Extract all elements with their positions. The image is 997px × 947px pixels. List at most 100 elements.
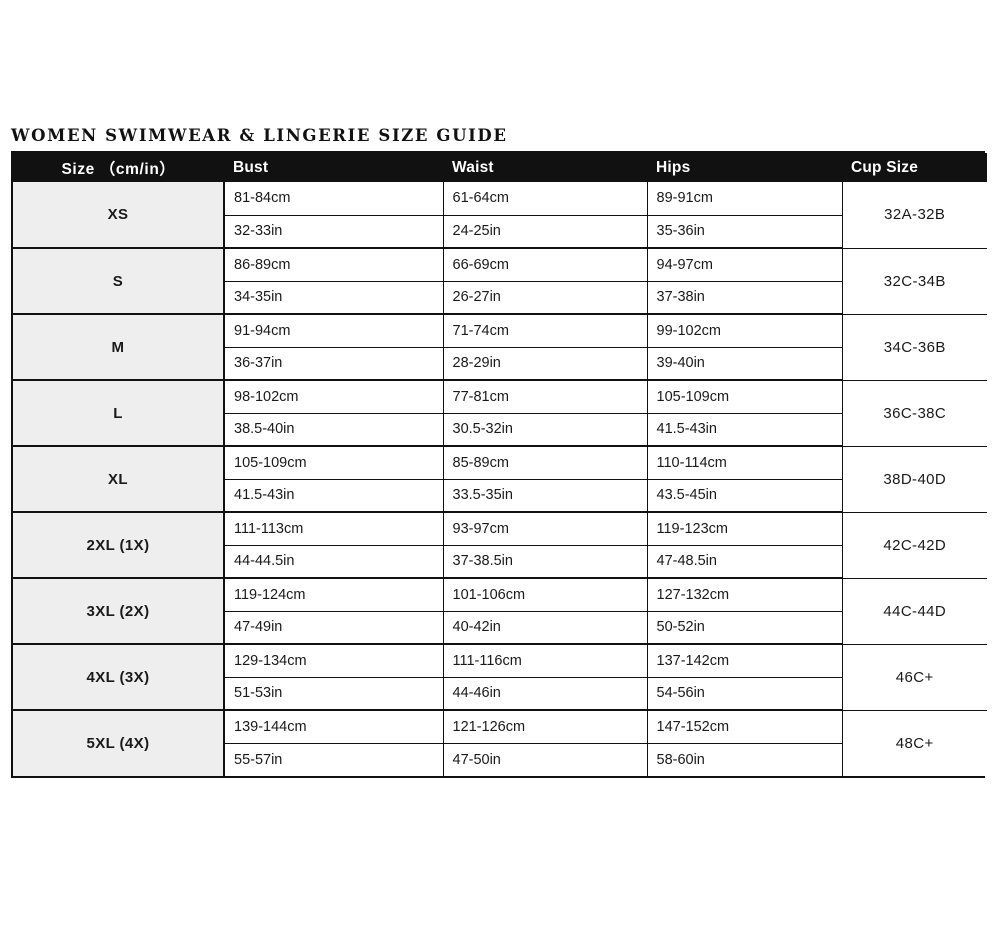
table-body: XS 81-84cm 61-64cm 89-91cm 32A-32B 32-33in 24-… [13, 182, 987, 776]
measure-cell-bust-cm: 111-113cm [223, 512, 444, 546]
column-header-waist: Waist [443, 153, 647, 182]
measure-cell-hips-cm: 99-102cm [646, 314, 843, 348]
size-label-cell: 2XL (1X) [13, 512, 225, 579]
cup-size-cell: 34C-36B [841, 314, 987, 381]
measure-cell-hips-in: 37-38in [646, 281, 843, 315]
measure-cell-hips-in: 41.5-43in [646, 413, 843, 447]
size-label-cell: 4XL (3X) [13, 644, 225, 711]
cup-size-cell: 42C-42D [841, 512, 987, 579]
table-row: 41.5-43in 33.5-35in 43.5-45in [13, 479, 987, 513]
measure-cell-bust-cm: 129-134cm [223, 644, 444, 678]
measure-cell-hips-cm: 105-109cm [646, 380, 843, 414]
measure-cell-bust-in: 47-49in [223, 611, 444, 645]
measure-cell-bust-in: 51-53in [223, 677, 444, 711]
measure-cell-hips-cm: 94-97cm [646, 248, 843, 282]
column-header-bust: Bust [224, 153, 443, 182]
measure-cell-waist-cm: 71-74cm [442, 314, 648, 348]
size-label-cell: S [13, 248, 225, 315]
table-row: 3XL (2X) 119-124cm 101-106cm 127-132cm 44C-4… [13, 578, 987, 645]
measure-cell-bust-cm: 86-89cm [223, 248, 444, 282]
table-row: L 98-102cm 77-81cm 105-109cm 36C-38C [13, 380, 987, 447]
cup-size-cell: 46C+ [841, 644, 987, 711]
measure-cell-bust-in: 44-44.5in [223, 545, 444, 579]
size-label-cell: L [13, 380, 225, 447]
measure-cell-bust-cm: 91-94cm [223, 314, 444, 348]
table-row: XS 81-84cm 61-64cm 89-91cm 32A-32B [13, 182, 987, 249]
measure-cell-waist-in: 44-46in [442, 677, 648, 711]
table-row: 32-33in 24-25in 35-36in [13, 215, 987, 249]
header-row: Size （cm/in） Bust Waist Hips Cup Size [13, 153, 987, 182]
measure-cell-waist-cm: 101-106cm [442, 578, 648, 612]
measure-cell-hips-cm: 89-91cm [646, 182, 843, 216]
measure-cell-bust-in: 38.5-40in [223, 413, 444, 447]
measure-cell-hips-in: 35-36in [646, 215, 843, 249]
measure-cell-hips-in: 58-60in [646, 743, 843, 776]
measure-cell-waist-in: 26-27in [442, 281, 648, 315]
page-title: WOMEN SWIMWEAR & LINGERIE SIZE GUIDE [11, 126, 508, 145]
measure-cell-hips-in: 47-48.5in [646, 545, 843, 579]
measure-cell-waist-cm: 66-69cm [442, 248, 648, 282]
table-row: 4XL (3X) 129-134cm 111-116cm 137-142cm 46C+ [13, 644, 987, 711]
measure-cell-bust-cm: 81-84cm [223, 182, 444, 216]
measure-cell-waist-in: 40-42in [442, 611, 648, 645]
size-label-cell: 3XL (2X) [13, 578, 225, 645]
size-label-cell: XS [13, 182, 225, 249]
table-row: 44-44.5in 37-38.5in 47-48.5in [13, 545, 987, 579]
measure-cell-waist-cm: 93-97cm [442, 512, 648, 546]
measure-cell-waist-in: 37-38.5in [442, 545, 648, 579]
table-row: 34-35in 26-27in 37-38in [13, 281, 987, 315]
cup-size-cell: 38D-40D [841, 446, 987, 513]
cup-size-cell: 48C+ [841, 710, 987, 776]
measure-cell-bust-in: 32-33in [223, 215, 444, 249]
size-guide-table: Size （cm/in） Bust Waist Hips Cup Size XS… [13, 153, 987, 776]
table-row: 51-53in 44-46in 54-56in [13, 677, 987, 711]
measure-cell-bust-in: 41.5-43in [223, 479, 444, 513]
measure-cell-bust-cm: 98-102cm [223, 380, 444, 414]
measure-cell-waist-cm: 61-64cm [442, 182, 648, 216]
measure-cell-bust-cm: 105-109cm [223, 446, 444, 480]
table-row: 38.5-40in 30.5-32in 41.5-43in [13, 413, 987, 447]
size-guide-table-container: Size （cm/in） Bust Waist Hips Cup Size XS… [11, 151, 987, 778]
measure-cell-bust-in: 36-37in [223, 347, 444, 381]
measure-cell-bust-in: 55-57in [223, 743, 444, 776]
measure-cell-waist-cm: 121-126cm [442, 710, 648, 744]
measure-cell-waist-cm: 111-116cm [442, 644, 648, 678]
column-header-size: Size （cm/in） [13, 153, 224, 182]
cup-size-cell: 32C-34B [841, 248, 987, 315]
table-row: S 86-89cm 66-69cm 94-97cm 32C-34B [13, 248, 987, 315]
size-label-cell: XL [13, 446, 225, 513]
measure-cell-bust-cm: 139-144cm [223, 710, 444, 744]
measure-cell-waist-in: 24-25in [442, 215, 648, 249]
measure-cell-hips-cm: 147-152cm [646, 710, 843, 744]
table-row: XL 105-109cm 85-89cm 110-114cm 38D-40D [13, 446, 987, 513]
measure-cell-waist-in: 30.5-32in [442, 413, 648, 447]
measure-cell-hips-cm: 110-114cm [646, 446, 843, 480]
measure-cell-hips-cm: 127-132cm [646, 578, 843, 612]
measure-cell-hips-in: 54-56in [646, 677, 843, 711]
table-row: 47-49in 40-42in 50-52in [13, 611, 987, 645]
table-row: 2XL (1X) 111-113cm 93-97cm 119-123cm 42C-42D [13, 512, 987, 579]
measure-cell-waist-in: 33.5-35in [442, 479, 648, 513]
cup-size-cell: 32A-32B [841, 182, 987, 249]
measure-cell-waist-cm: 85-89cm [442, 446, 648, 480]
table-header: Size （cm/in） Bust Waist Hips Cup Size [13, 153, 987, 182]
column-header-hips: Hips [647, 153, 842, 182]
column-header-cup: Cup Size [842, 153, 987, 182]
measure-cell-hips-in: 39-40in [646, 347, 843, 381]
measure-cell-bust-cm: 119-124cm [223, 578, 444, 612]
table-row: 36-37in 28-29in 39-40in [13, 347, 987, 381]
table-row: M 91-94cm 71-74cm 99-102cm 34C-36B [13, 314, 987, 381]
table-row: 5XL (4X) 139-144cm 121-126cm 147-152cm 48C+ [13, 710, 987, 776]
size-label-cell: M [13, 314, 225, 381]
measure-cell-hips-cm: 137-142cm [646, 644, 843, 678]
cup-size-cell: 44C-44D [841, 578, 987, 645]
table-row: 55-57in 47-50in 58-60in [13, 743, 987, 776]
measure-cell-waist-in: 47-50in [442, 743, 648, 776]
measure-cell-hips-in: 43.5-45in [646, 479, 843, 513]
cup-size-cell: 36C-38C [841, 380, 987, 447]
measure-cell-hips-in: 50-52in [646, 611, 843, 645]
measure-cell-bust-in: 34-35in [223, 281, 444, 315]
size-label-cell: 5XL (4X) [13, 710, 225, 776]
measure-cell-hips-cm: 119-123cm [646, 512, 843, 546]
